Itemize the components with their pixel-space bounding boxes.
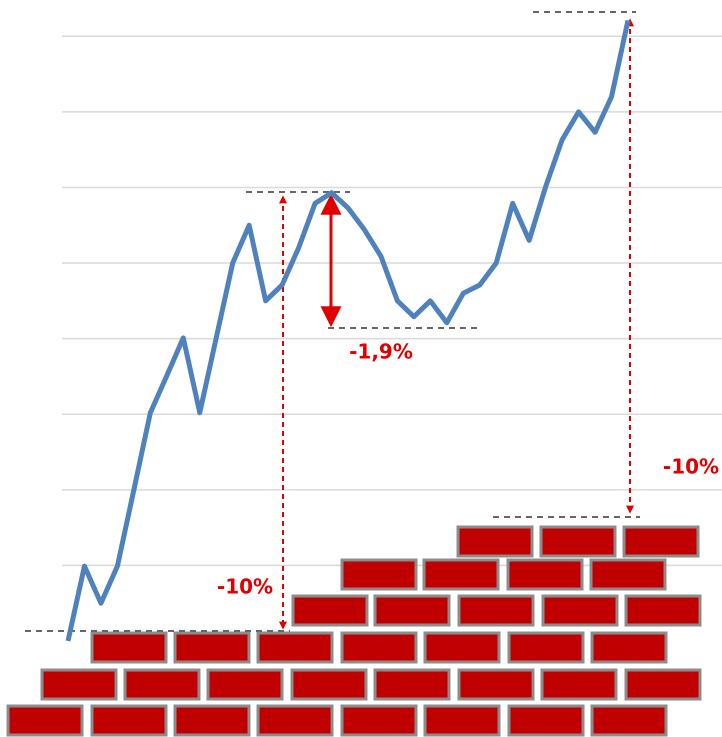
brick <box>590 704 668 737</box>
brick <box>506 558 584 591</box>
brick <box>206 668 284 701</box>
brick <box>456 525 534 558</box>
line <box>65 19 631 642</box>
brick <box>373 668 451 701</box>
grid <box>62 35 722 567</box>
annotation: -1,9% <box>349 340 413 364</box>
brick <box>624 668 702 701</box>
brick <box>423 631 501 664</box>
brick <box>173 704 251 737</box>
brick <box>541 594 619 627</box>
brick <box>540 668 618 701</box>
brick <box>256 704 334 737</box>
brick <box>123 668 201 701</box>
brick <box>291 594 369 627</box>
brick <box>90 631 168 664</box>
brick <box>373 594 451 627</box>
brick <box>340 631 418 664</box>
brick <box>40 668 118 701</box>
brick <box>590 631 668 664</box>
brick <box>624 594 702 627</box>
brick <box>457 668 535 701</box>
brick <box>539 525 617 558</box>
brick <box>340 558 418 591</box>
brick <box>6 704 84 737</box>
brick <box>423 704 501 737</box>
brick <box>90 704 168 737</box>
brick <box>173 631 251 664</box>
plot <box>65 19 631 642</box>
brick <box>507 704 585 737</box>
annotation: -10% <box>217 575 273 599</box>
brick <box>589 558 667 591</box>
brick <box>457 594 535 627</box>
brick <box>507 631 585 664</box>
annotation: -10% <box>663 455 719 479</box>
brick <box>256 631 334 664</box>
bricks <box>6 525 702 737</box>
brick <box>340 704 418 737</box>
brick <box>290 668 368 701</box>
brick <box>422 558 500 591</box>
arrows <box>279 18 634 630</box>
brick <box>622 525 700 558</box>
